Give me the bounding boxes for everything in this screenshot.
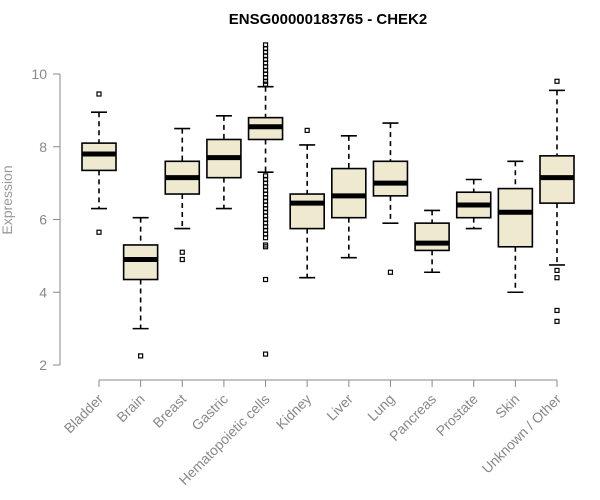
outlier-point <box>96 91 102 97</box>
outlier-point <box>304 127 310 133</box>
y-axis: 2 4 6 8 10 <box>31 66 61 373</box>
x-tick-label: Liver <box>323 391 356 424</box>
outlier-point <box>554 267 560 274</box>
outlier-point <box>554 78 560 84</box>
box-group <box>164 127 201 263</box>
box-group <box>81 91 117 235</box>
y-tick-label: 4 <box>39 284 47 300</box>
plot-area <box>81 42 575 359</box>
y-tick-label: 2 <box>39 357 47 373</box>
box-group <box>122 216 159 359</box>
iqr-box <box>122 244 159 281</box>
outlier-point <box>96 229 102 235</box>
outlier-point <box>262 351 269 357</box>
outlier-point <box>554 307 560 314</box>
iqr-box <box>331 167 367 219</box>
box-group <box>206 115 242 210</box>
outlier-point <box>262 81 269 87</box>
y-tick-label: 8 <box>39 139 47 155</box>
iqr-box <box>497 187 534 248</box>
x-tick-label: Brain <box>113 391 147 425</box>
y-axis-label: Expression <box>0 165 15 234</box>
x-tick-label: Kidney <box>273 391 315 433</box>
outlier-point <box>387 269 394 275</box>
y-tick-label: 10 <box>31 66 47 82</box>
x-tick-label: Lung <box>364 391 397 424</box>
outlier-point <box>554 318 560 324</box>
outlier-point <box>179 256 185 263</box>
box-group <box>247 42 284 357</box>
x-tick-label: Unknown / Other <box>479 391 565 477</box>
outlier-point <box>179 249 185 255</box>
outlier-point <box>554 275 560 281</box>
y-tick-label: 6 <box>39 212 47 228</box>
iqr-box <box>414 222 450 252</box>
x-tick-label: Prostate <box>433 391 481 439</box>
box-group <box>289 127 325 279</box>
outlier-point <box>262 235 269 241</box>
x-tick-label: Skin <box>492 391 523 422</box>
iqr-box <box>372 160 409 197</box>
outlier-point <box>138 353 144 359</box>
x-tick-label: Breast <box>149 391 189 431</box>
iqr-box <box>81 142 117 172</box>
outlier-point <box>262 78 269 84</box>
chart-title: ENSG00000183765 - CHEK2 <box>229 11 427 28</box>
box-group <box>414 209 450 274</box>
box-group <box>372 122 409 275</box>
outlier-point <box>262 244 269 250</box>
iqr-box <box>289 193 325 230</box>
x-tick-label: Bladder <box>61 391 107 437</box>
outlier-point <box>262 276 269 283</box>
box-group <box>539 78 575 324</box>
box-group <box>497 160 534 294</box>
box-group <box>331 135 367 259</box>
box-group <box>455 178 492 230</box>
